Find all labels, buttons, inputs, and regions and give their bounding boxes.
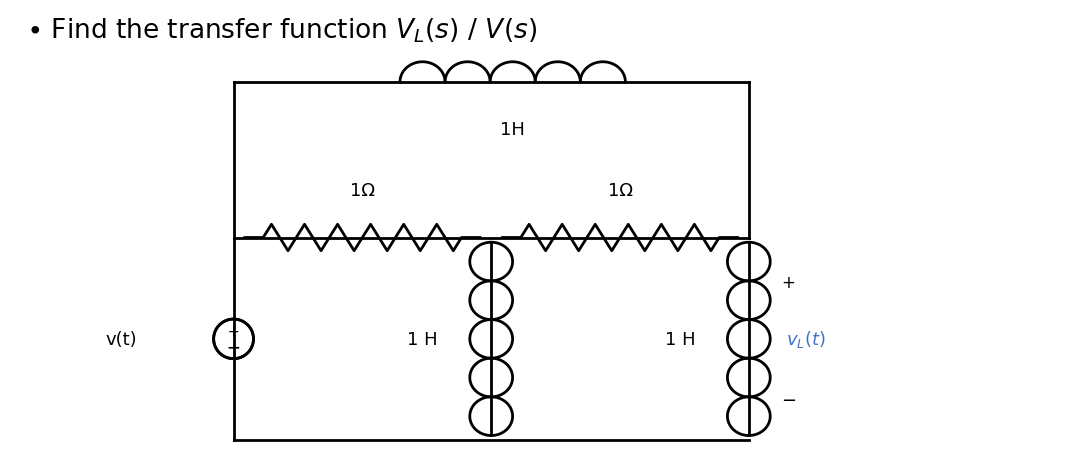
Text: +: + [228,325,240,338]
Text: v(t): v(t) [106,330,137,348]
Text: +: + [228,325,240,338]
Text: 1 H: 1 H [665,330,695,348]
Text: +: + [781,274,795,292]
Text: −: − [227,337,241,356]
Text: 1Ω: 1Ω [607,182,632,200]
Text: 1 H: 1 H [407,330,437,348]
Text: −: − [227,337,241,356]
Text: 1H: 1H [501,121,525,139]
Text: $v_L(t)$: $v_L(t)$ [787,328,827,350]
Text: 1Ω: 1Ω [350,182,374,200]
Text: −: − [781,391,796,409]
Text: $\bullet$ Find the transfer function $V_L(s)\ /\ V(s)$: $\bullet$ Find the transfer function $V_… [26,17,537,45]
